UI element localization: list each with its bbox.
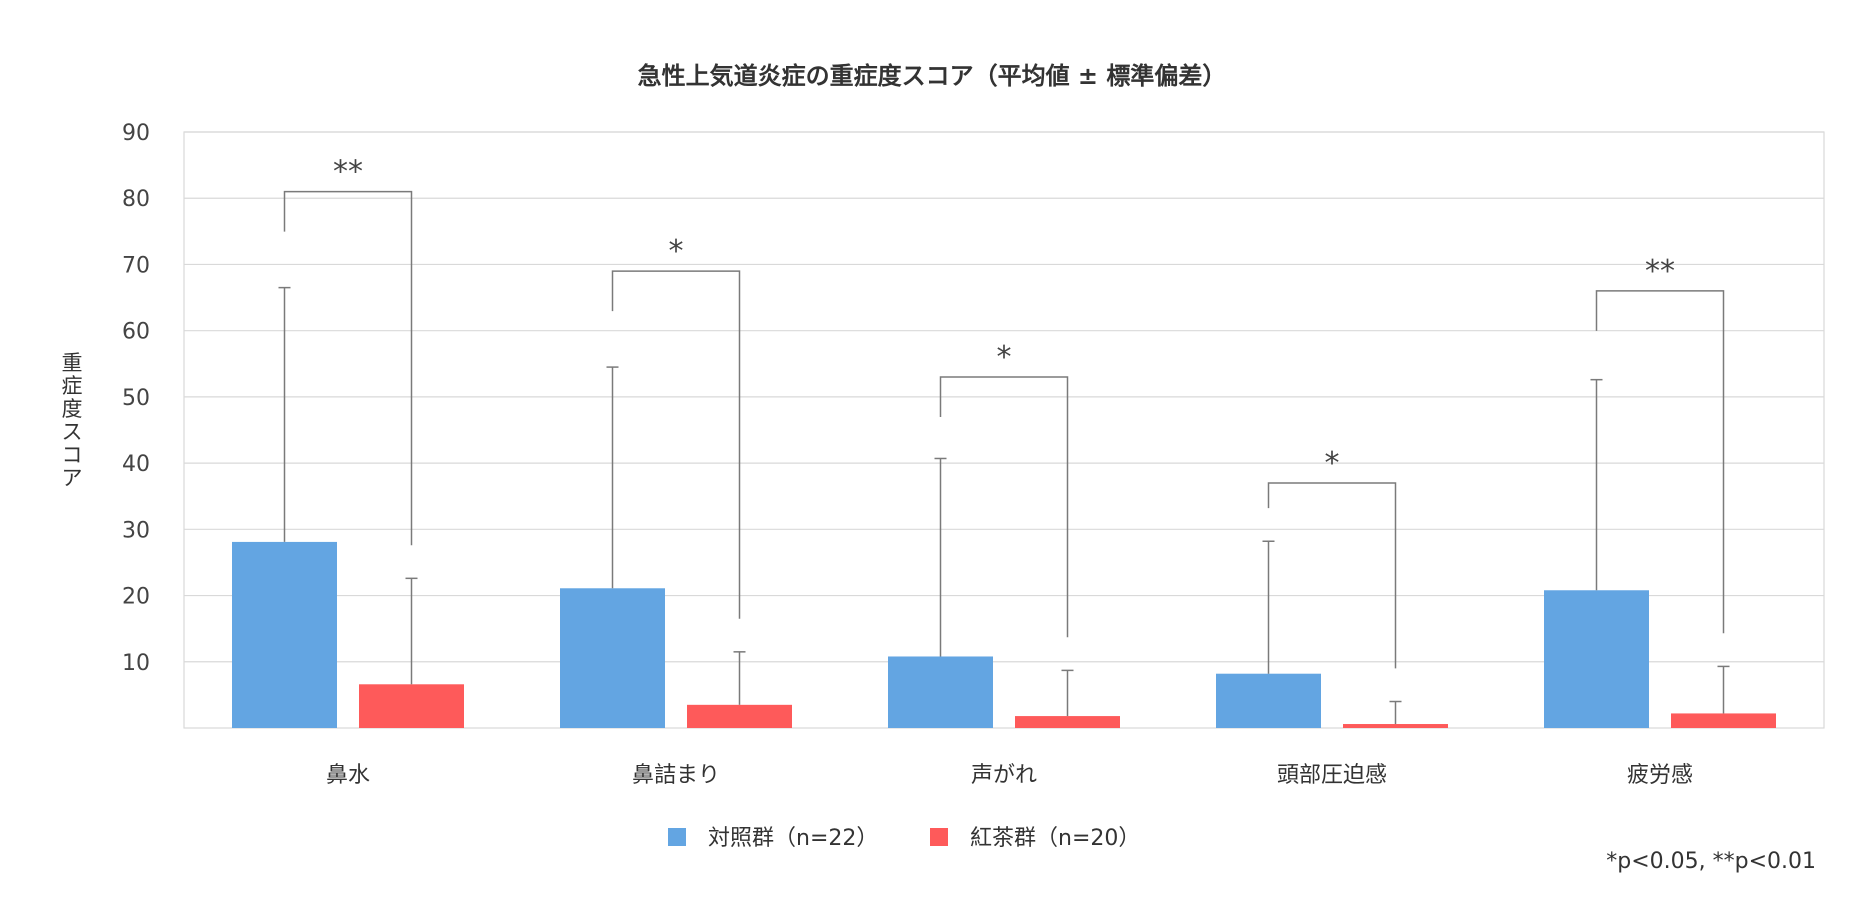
- legend-swatch: [930, 828, 948, 846]
- significance-bracket: [1595, 290, 1725, 634]
- legend: 対照群（n=22） 紅茶群（n=20）: [668, 826, 1140, 851]
- legend-swatch: [668, 828, 686, 846]
- significance-bracket: [283, 190, 413, 546]
- y-axis-label-char: 重: [62, 351, 83, 375]
- significance-label: **: [1645, 254, 1675, 289]
- y-tick-labels: 10 20 30 40 50 60 70 80 90: [122, 121, 150, 676]
- category-labels: 鼻水 鼻詰まり 声がれ 頭部圧迫感 疲労感: [326, 763, 1693, 788]
- bar: [687, 704, 792, 728]
- y-axis-label-char: ア: [62, 466, 83, 490]
- y-axis-label: 重症度スコア: [62, 351, 83, 490]
- y-tick-label: 50: [122, 386, 150, 411]
- significance-markers: *******: [283, 155, 1725, 669]
- bar: [1544, 590, 1649, 728]
- significance-bracket: [939, 376, 1069, 638]
- category-label: 鼻水: [326, 763, 370, 788]
- bar: [1343, 724, 1448, 728]
- bar: [888, 656, 993, 728]
- y-tick-label: 10: [122, 651, 150, 676]
- category-label: 鼻詰まり: [632, 763, 720, 788]
- category-label: 声がれ: [971, 763, 1037, 788]
- y-tick-label: 70: [122, 253, 150, 278]
- y-tick-label: 90: [122, 121, 150, 146]
- y-axis-label-char: コ: [62, 443, 83, 467]
- significance-note: *p<0.05, **p<0.01: [1606, 849, 1816, 874]
- y-tick-label: 80: [122, 187, 150, 212]
- category-label: 頭部圧迫感: [1277, 763, 1387, 788]
- significance-label: **: [333, 155, 363, 190]
- y-tick-label: 40: [122, 452, 150, 477]
- significance-label: *: [669, 234, 684, 269]
- significance-label: *: [997, 340, 1012, 375]
- bar: [1015, 716, 1120, 728]
- y-tick-label: 20: [122, 585, 150, 610]
- chart-title: 急性上気道炎症の重症度スコア（平均値 ± 標準偏差）: [638, 62, 1227, 90]
- legend-label: 対照群（n=22）: [708, 826, 878, 851]
- bar: [560, 588, 665, 728]
- y-tick-label: 30: [122, 518, 150, 543]
- legend-label: 紅茶群（n=20）: [970, 826, 1140, 851]
- bar: [359, 684, 464, 728]
- bars: [232, 541, 1776, 728]
- y-axis-label-char: 度: [62, 397, 83, 421]
- bar: [1671, 713, 1776, 728]
- bar: [232, 541, 337, 728]
- y-axis-label-char: ス: [62, 420, 83, 444]
- category-label: 疲労感: [1627, 763, 1693, 788]
- grid-lines: [184, 131, 1824, 663]
- significance-label: *: [1325, 446, 1340, 481]
- y-tick-label: 60: [122, 320, 150, 345]
- y-axis-label-char: 症: [62, 374, 83, 398]
- error-bars: [278, 286, 1730, 725]
- plot-frame: [183, 131, 1825, 729]
- bar: [1216, 673, 1321, 728]
- significance-bracket: [1267, 482, 1397, 669]
- significance-bracket: [611, 270, 741, 619]
